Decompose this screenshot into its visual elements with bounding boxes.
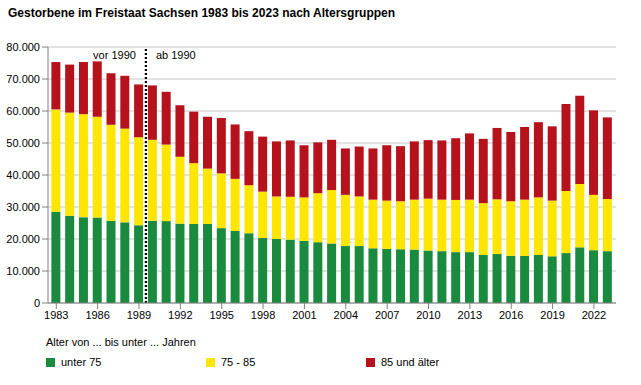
svg-text:2016: 2016 — [499, 309, 523, 321]
svg-text:1983: 1983 — [44, 309, 68, 321]
svg-text:80.000: 80.000 — [8, 41, 40, 53]
svg-text:30.000: 30.000 — [8, 201, 40, 213]
html-text:unter 75: unter 75 — [61, 356, 102, 368]
svg-text:2007: 2007 — [375, 309, 399, 321]
svg-text:2022: 2022 — [582, 309, 606, 321]
svg-text:50.000: 50.000 — [8, 137, 40, 149]
svg-text:1989: 1989 — [127, 309, 151, 321]
svg-text:ab 1990: ab 1990 — [156, 49, 196, 61]
svg-text:2001: 2001 — [292, 309, 316, 321]
svg-text:2013: 2013 — [458, 309, 482, 321]
svg-text:vor 1990: vor 1990 — [93, 49, 136, 61]
html-text:75 - 85: 75 - 85 — [221, 356, 256, 368]
svg-text:2010: 2010 — [416, 309, 440, 321]
svg-text:1998: 1998 — [251, 309, 275, 321]
svg-text:2004: 2004 — [334, 309, 358, 321]
svg-text:20.000: 20.000 — [8, 233, 40, 245]
html-text:Gestorbene im Freistaat Sachse: Gestorbene im Freistaat Sachsen 1983 bis… — [8, 6, 395, 20]
svg-text:1995: 1995 — [209, 309, 233, 321]
html-text:Alter von ... bis unter ... Ja: Alter von ... bis unter ... Jahren — [46, 336, 196, 348]
svg-text:70.000: 70.000 — [8, 73, 40, 85]
svg-text:1992: 1992 — [168, 309, 192, 321]
svg-text:1986: 1986 — [85, 309, 109, 321]
svg-text:0: 0 — [34, 297, 40, 309]
svg-text:10.000: 10.000 — [8, 265, 40, 277]
svg-text:60.000: 60.000 — [8, 105, 40, 117]
svg-text:40.000: 40.000 — [8, 169, 40, 181]
svg-text:2019: 2019 — [540, 309, 564, 321]
html-text:85 und älter: 85 und älter — [381, 356, 440, 368]
